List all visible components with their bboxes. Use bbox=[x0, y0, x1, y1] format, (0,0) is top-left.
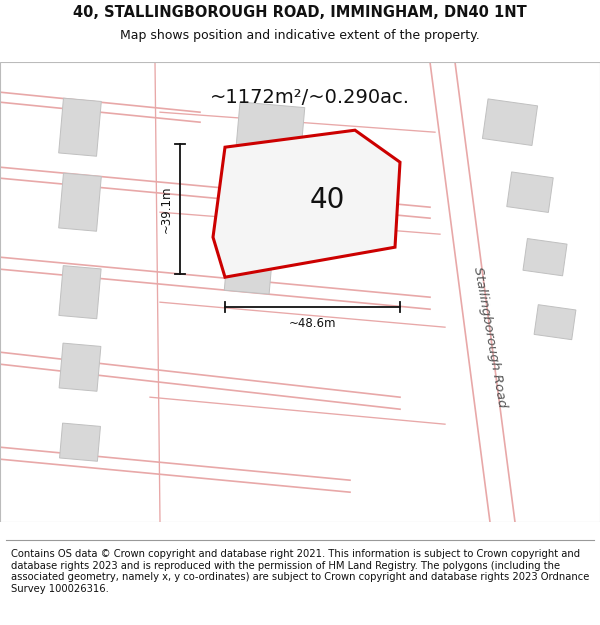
Text: ~39.1m: ~39.1m bbox=[160, 186, 173, 233]
Polygon shape bbox=[59, 173, 101, 231]
Polygon shape bbox=[59, 98, 101, 156]
Polygon shape bbox=[59, 343, 101, 391]
Polygon shape bbox=[482, 99, 538, 146]
Text: ~48.6m: ~48.6m bbox=[289, 317, 336, 330]
Text: 40: 40 bbox=[310, 186, 345, 214]
Polygon shape bbox=[59, 423, 100, 461]
Polygon shape bbox=[213, 130, 400, 278]
Text: Stallingborough Road: Stallingborough Road bbox=[471, 266, 509, 409]
Text: 40, STALLINGBOROUGH ROAD, IMMINGHAM, DN40 1NT: 40, STALLINGBOROUGH ROAD, IMMINGHAM, DN4… bbox=[73, 5, 527, 20]
Text: ~1172m²/~0.290ac.: ~1172m²/~0.290ac. bbox=[210, 88, 410, 107]
Polygon shape bbox=[523, 239, 567, 276]
Polygon shape bbox=[224, 195, 272, 239]
Text: Contains OS data © Crown copyright and database right 2021. This information is : Contains OS data © Crown copyright and d… bbox=[11, 549, 589, 594]
Polygon shape bbox=[235, 102, 305, 162]
Polygon shape bbox=[534, 305, 576, 339]
Text: Map shows position and indicative extent of the property.: Map shows position and indicative extent… bbox=[120, 29, 480, 42]
Polygon shape bbox=[59, 266, 101, 319]
Polygon shape bbox=[507, 172, 553, 212]
Polygon shape bbox=[224, 260, 272, 294]
